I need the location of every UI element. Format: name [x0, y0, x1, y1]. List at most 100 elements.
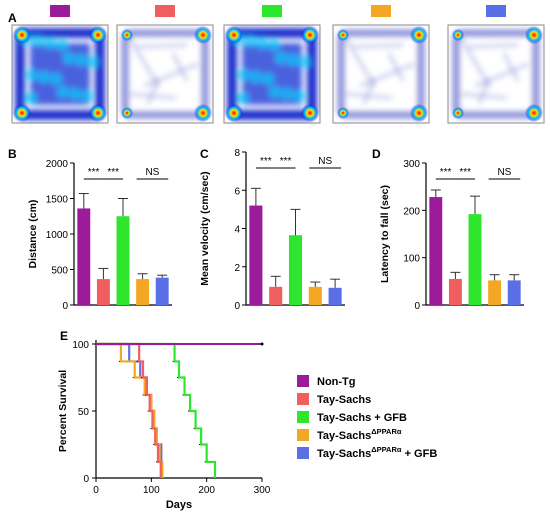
y-tick-label: 100: [403, 254, 420, 265]
y-axis-label: Mean velocity (cm/sec): [199, 171, 211, 285]
y-tick-label: 0: [414, 301, 420, 312]
significance-label: ***: [260, 156, 272, 167]
y-tick-label: 300: [403, 159, 420, 170]
arena-hotspot: [410, 104, 428, 122]
significance-label: ***: [440, 167, 452, 178]
legend-swatch: [297, 375, 309, 387]
arena-hotspot: [452, 29, 464, 41]
bar: [116, 216, 130, 305]
arena-hotspot: [525, 26, 543, 44]
legend-label: Tay-SachsΔPPARα: [317, 427, 402, 442]
bar: [136, 279, 150, 305]
y-tick-label: 0: [234, 301, 240, 312]
y-tick-label: 6: [234, 186, 240, 197]
y-axis-label: Latency to fall (sec): [379, 185, 391, 283]
legend-swatch: [297, 429, 309, 441]
significance-label: ***: [280, 156, 292, 167]
group-swatch-1: [50, 5, 70, 17]
arena-heat-2: [121, 29, 209, 119]
arena-hotspot: [225, 104, 243, 122]
panel-label-a: A: [8, 11, 17, 25]
y-tick-label: 200: [403, 206, 420, 217]
significance-label: ***: [459, 167, 471, 178]
arena-heat-4: [337, 29, 425, 119]
x-axis-label: Days: [166, 499, 192, 511]
arena-hotspot: [13, 104, 31, 122]
bar: [249, 205, 263, 305]
y-tick-label: 50: [78, 407, 90, 418]
x-tick-label: 200: [198, 485, 215, 496]
x-tick-label: 300: [254, 485, 271, 496]
panel-label-d: D: [372, 147, 381, 161]
legend-swatch: [297, 393, 309, 405]
significance-label: NS: [318, 156, 332, 167]
survival-chart: 0 50 100 0 100 200 300 Days Percent Survival: [57, 340, 271, 511]
bar: [328, 287, 342, 305]
arena-hotspot: [337, 29, 349, 41]
arena-heat-5: [452, 29, 540, 119]
bar: [507, 280, 521, 305]
bar: [429, 197, 443, 305]
legend-swatch: [297, 411, 309, 423]
panel-label-c: C: [200, 147, 209, 161]
significance-label: NS: [145, 167, 159, 178]
y-axis-label: Percent Survival: [57, 370, 69, 452]
arena-heat-1: [15, 28, 105, 120]
y-tick-label: 4: [234, 225, 240, 236]
distance-bar-chart: 0 500 1000 1500 2000 Distance (cm) *** *** NS: [27, 159, 172, 312]
y-tick-label: 1500: [46, 195, 69, 206]
arena-hotspot: [525, 104, 543, 122]
survival-line: [96, 342, 162, 478]
y-tick-label: 500: [51, 266, 68, 277]
arena-hotspot: [194, 104, 212, 122]
bar: [77, 208, 91, 305]
y-tick-label: 0: [83, 474, 89, 485]
x-tick-label: 100: [143, 485, 160, 496]
x-tick-label: 0: [93, 485, 99, 496]
survival-legend: Non-Tg Tay-Sachs Tay-Sachs + GFB Tay-SachsΔ…: [297, 375, 437, 460]
group-swatch-3: [262, 5, 282, 17]
arena-hotspot: [13, 26, 31, 44]
significance-label: ***: [107, 167, 119, 178]
arena-hotspot: [121, 107, 133, 119]
arena-hotspot: [89, 26, 107, 44]
bar: [288, 235, 303, 305]
y-axis-label: Distance (cm): [27, 200, 39, 269]
group-swatch-5: [486, 5, 506, 17]
velocity-bar-chart: 0 2 4 6 8 Mean velocity (cm/sec) *** *** NS: [199, 148, 345, 312]
survival-line: [96, 342, 217, 478]
legend-label: Tay-SachsΔPPARα + GFB: [317, 445, 437, 460]
legend-label: Tay-Sachs: [317, 394, 371, 406]
group-swatch-4: [371, 5, 391, 17]
y-tick-label: 100: [72, 340, 89, 351]
end-point: [260, 342, 264, 346]
bar: [269, 286, 283, 305]
panel-label-e: E: [60, 329, 68, 343]
group-swatch-2: [155, 5, 175, 17]
arena-hotspot: [301, 26, 319, 44]
bar: [488, 280, 502, 305]
y-tick-label: 2000: [46, 159, 69, 170]
bar: [155, 277, 169, 305]
latency-bar-chart: 0 100 200 300 Latency to fall (sec) *** *** NS: [379, 159, 524, 312]
bar: [448, 278, 462, 305]
arena-hotspot: [337, 107, 349, 119]
bar: [468, 214, 482, 305]
arena-hotspot: [452, 107, 464, 119]
y-tick-label: 0: [62, 301, 68, 312]
arena-hotspot: [121, 29, 133, 41]
panel-label-b: B: [8, 147, 17, 161]
legend-swatch: [297, 447, 309, 459]
arena-hotspot: [225, 26, 243, 44]
heatmap-row: [11, 5, 545, 124]
y-tick-label: 2: [234, 263, 240, 274]
significance-label: NS: [497, 167, 511, 178]
legend-label: Tay-Sachs + GFB: [317, 412, 407, 424]
bar: [308, 286, 322, 305]
y-tick-label: 8: [234, 148, 240, 159]
legend-label: Non-Tg: [317, 376, 355, 388]
arena-hotspot: [194, 26, 212, 44]
arena-heat-3: [227, 28, 317, 120]
arena-hotspot: [89, 104, 107, 122]
